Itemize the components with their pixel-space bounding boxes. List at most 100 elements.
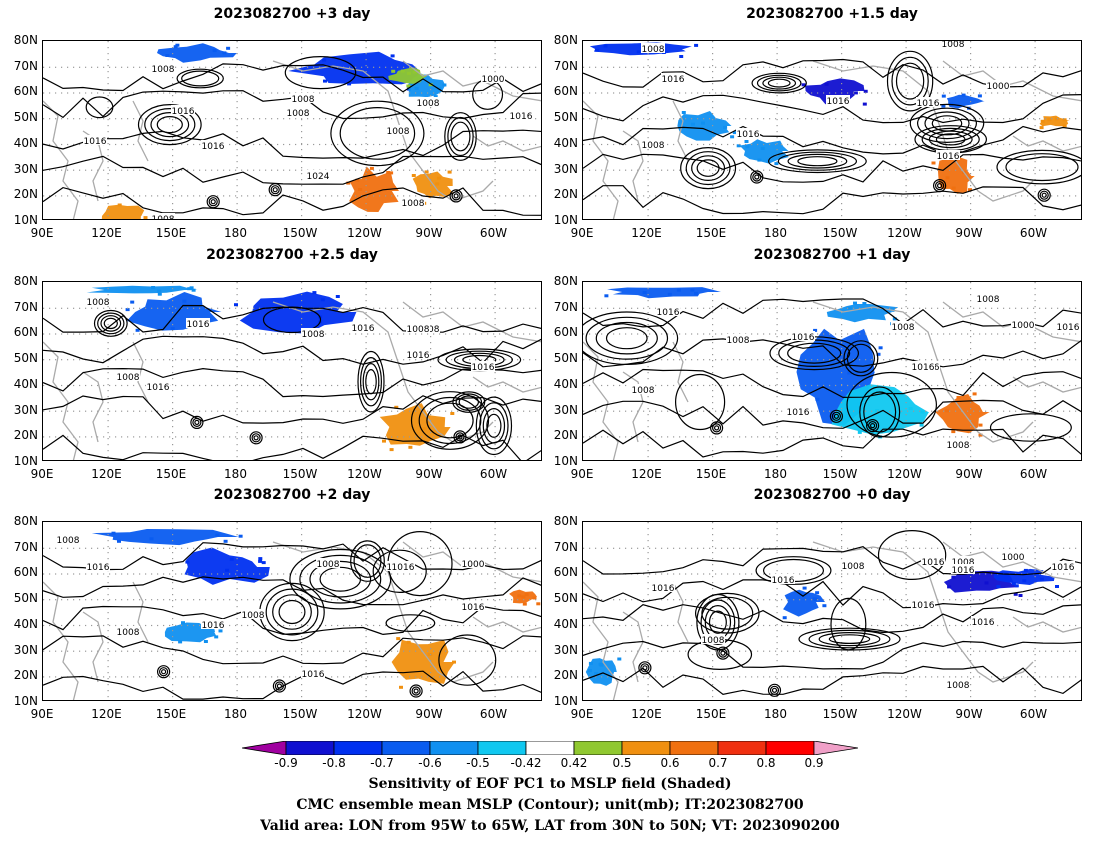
sensitivity-shading (984, 581, 989, 585)
panel-title: 2023082700 +1 day (753, 247, 911, 263)
lon-tick-label: 150W (282, 467, 318, 481)
contour-label: 1008 (292, 95, 315, 105)
lat-tick-label: 60N (553, 325, 578, 340)
lon-tick-label: 120W (887, 467, 922, 481)
sensitivity-shading (862, 302, 867, 305)
sensitivity-shading (1011, 582, 1016, 586)
lat-tick-label: 30N (13, 402, 38, 417)
sensitivity-shading (226, 46, 231, 50)
sensitivity-shading (1047, 118, 1052, 122)
sensitivity-shading (229, 557, 234, 561)
lon-tick-label: 90W (955, 467, 983, 481)
contour-label: 1008 (942, 41, 965, 50)
sensitivity-shading (185, 560, 190, 564)
lat-tick-label: 10N (13, 694, 38, 708)
sensitivity-shading (956, 396, 961, 399)
sensitivity-shading (1062, 118, 1067, 122)
sensitivity-shading (599, 663, 604, 667)
sensitivity-shading (130, 300, 135, 304)
sensitivity-shading (636, 50, 641, 54)
sensitivity-shading (522, 602, 527, 606)
lat-tick-label: 70N (13, 539, 38, 554)
sensitivity-shading (968, 188, 972, 192)
sensitivity-shading (826, 304, 899, 323)
sensitivity-shading (815, 591, 820, 595)
sensitivity-shading (390, 54, 395, 58)
sensitivity-shading (813, 328, 818, 332)
sensitivity-shading (135, 328, 140, 332)
sensitivity-shading (408, 445, 413, 449)
sensitivity-shading (941, 104, 946, 108)
sensitivity-shading (760, 146, 765, 150)
sensitivity-shading (391, 69, 396, 73)
sensitivity-shading (450, 412, 455, 415)
contour-label: 1016 (937, 152, 960, 162)
panel-title: 2023082700 +2.5 day (206, 247, 378, 263)
map-panel: 2023082700 +1.5 day 1008 1016 1016 1016 1016 1… (554, 6, 1082, 240)
lon-tick-label: 150E (155, 226, 187, 240)
sensitivity-shading (978, 433, 983, 437)
colorbar (242, 741, 858, 755)
sensitivity-shading (524, 593, 529, 597)
lat-tick-label: 70N (553, 539, 578, 554)
sensitivity-shading (931, 161, 936, 165)
lat-tick-label: 60N (553, 84, 578, 99)
lon-tick-label: 90E (30, 467, 54, 481)
lat-tick-label: 80N (553, 514, 578, 528)
sensitivity-shading (607, 287, 721, 299)
sensitivity-shading (312, 291, 317, 295)
lat-tick-label: 50N (13, 351, 38, 366)
map-plot-area: 1008 1016 1016 1016 1016 1008 1000 1008 1016 (582, 40, 1082, 220)
sensitivity-shading (945, 176, 950, 180)
lon-tick-label: 180 (764, 707, 787, 721)
sensitivity-shading (143, 216, 148, 219)
contour-label: 1008 (387, 127, 410, 137)
contour-label: 1016 (827, 97, 850, 107)
sensitivity-shading (745, 145, 750, 149)
sensitivity-shading (690, 288, 695, 292)
lat-tick-label: 50N (553, 591, 578, 606)
caption-line-3: Valid area: LON from 95W to 65W, LAT fro… (260, 818, 840, 834)
sensitivity-shading (802, 586, 807, 590)
sensitivity-shading (892, 317, 897, 321)
sensitivity-shading (978, 423, 983, 427)
colorbar-tick-label: 0.7 (708, 756, 728, 770)
colorbar-swatch (669, 741, 719, 755)
sensitivity-shading (394, 405, 399, 409)
caption-line-1: Sensitivity of EOF PC1 to MSLP field (Sh… (368, 776, 732, 792)
sensitivity-shading (1014, 584, 1019, 588)
sensitivity-shading (878, 346, 883, 350)
colorbar-swatch (381, 741, 431, 755)
lon-tick-label: 150W (282, 226, 318, 240)
sensitivity-shading (908, 407, 913, 410)
mslp-contour-map: 1008 1016 1016 1008 1008 1016 1000 1008 1008 1024… (43, 41, 541, 219)
sensitivity-shading (951, 575, 956, 579)
contour-label: 1008 (152, 65, 175, 75)
map-plot-area: 1008101610081016101610081016100810161008 (42, 281, 542, 461)
sensitivity-shading (774, 162, 779, 166)
map-panel: 2023082700 +1 day 1016 1008 1016 1000 1008 100… (554, 247, 1082, 481)
contour-label: 1000 (987, 82, 1010, 92)
sensitivity-shading (739, 139, 789, 164)
map-plot-area: 1016 1008 1016 1000 1008 1008 1016 1016 1008 1008… (582, 281, 1082, 461)
sensitivity-shading (379, 403, 451, 446)
contour-label: 1008 (402, 199, 425, 209)
lat-tick-label: 80N (553, 33, 578, 47)
contour-label: 1016 (922, 558, 945, 568)
contour-label: 1000 (1012, 321, 1035, 331)
lat-tick-label: 40N (13, 135, 38, 150)
sensitivity-shading (951, 186, 956, 190)
lat-tick-label: 40N (13, 616, 38, 631)
colorbar-swatch (621, 741, 671, 755)
lat-tick-label: 60N (13, 84, 38, 99)
lon-tick-label: 90W (415, 707, 443, 721)
lat-tick-label: 40N (553, 135, 578, 150)
contour-label: 1016 (472, 363, 495, 373)
sensitivity-shading (173, 45, 178, 49)
sensitivity-shading (347, 82, 352, 86)
contour-label: 1008 (317, 560, 340, 570)
sensitivity-shading (604, 294, 609, 298)
lon-tick-label: 90E (570, 226, 594, 240)
contour-label: 1008 (242, 611, 265, 621)
colorbar-swatch (765, 741, 815, 755)
